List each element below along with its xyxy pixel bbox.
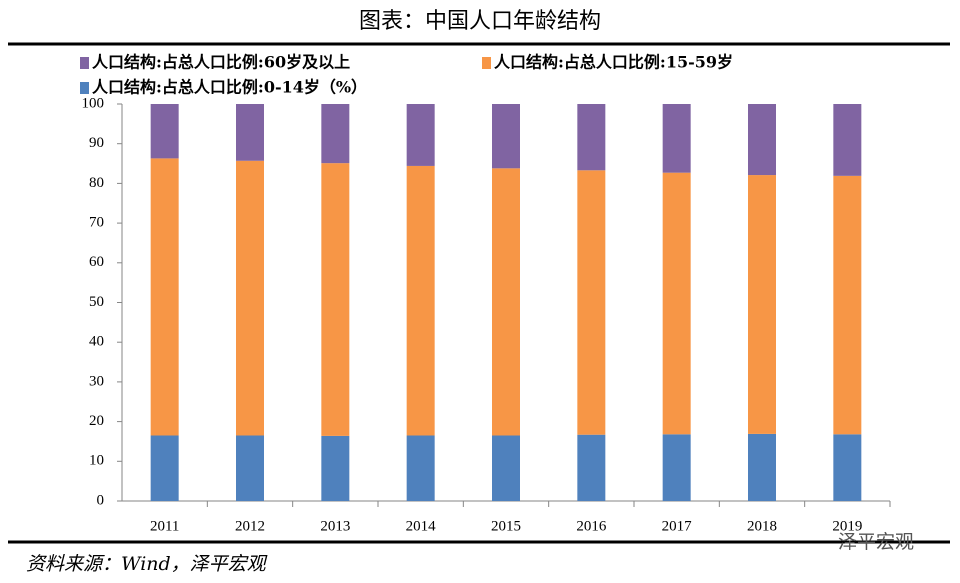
bar-segment — [662, 172, 691, 435]
bar-segment — [492, 168, 520, 436]
bar-segment — [662, 434, 691, 501]
bar-segment — [577, 170, 606, 435]
bar-segment — [748, 433, 776, 501]
bar-segment — [150, 435, 179, 501]
bar-segment — [748, 175, 776, 434]
y-tick-label: 40 — [89, 334, 104, 350]
y-tick-label: 0 — [97, 492, 105, 508]
bar-segment — [236, 435, 264, 501]
bar-segment — [662, 104, 691, 173]
x-tick-label: 2012 — [235, 518, 265, 534]
y-tick-label: 30 — [89, 373, 104, 389]
bar-segment — [748, 104, 776, 176]
y-tick-label: 50 — [89, 294, 104, 310]
y-tick-label: 60 — [89, 254, 104, 270]
y-tick-label: 70 — [89, 215, 104, 231]
legend-swatch — [80, 82, 89, 94]
bar-segment — [236, 104, 264, 161]
bar-segment — [406, 104, 435, 166]
bar-segment — [406, 435, 435, 501]
x-tick-label: 2017 — [662, 518, 693, 534]
bar-segment — [492, 435, 520, 501]
x-tick-label: 2011 — [150, 518, 179, 534]
bar-segment — [492, 104, 520, 169]
bar-segment — [833, 175, 862, 435]
y-tick-label: 90 — [89, 135, 104, 151]
legend-swatch — [80, 57, 89, 69]
bar-segment — [577, 104, 606, 171]
bar-segment — [321, 163, 350, 436]
watermark: 泽平宏观 — [838, 531, 914, 553]
x-tick-label: 2014 — [406, 518, 437, 534]
y-tick-label: 80 — [89, 175, 104, 191]
y-tick-label: 10 — [89, 453, 104, 469]
legend-label: 人口结构:占总人口比例:60岁及以上 — [92, 53, 350, 72]
x-tick-label: 2016 — [576, 518, 607, 534]
x-tick-label: 2015 — [491, 518, 521, 534]
bar-segment — [321, 104, 350, 164]
y-tick-label: 20 — [89, 413, 104, 429]
bar-segment — [406, 165, 435, 436]
bar-segment — [236, 160, 264, 436]
bar-segment — [833, 434, 862, 501]
legend-label: 人口结构:占总人口比例:15-59岁 — [494, 53, 733, 72]
bar-segment — [577, 434, 606, 501]
legend-label: 人口结构:占总人口比例:0-14岁（%） — [92, 78, 367, 97]
bar-segment — [321, 435, 350, 501]
bar-segment — [150, 104, 179, 159]
bar-segment — [833, 104, 862, 176]
legend-swatch — [482, 57, 491, 69]
x-tick-label: 2018 — [747, 518, 777, 534]
chart-title: 图表：中国人口年龄结构 — [359, 9, 601, 34]
x-tick-label: 2019 — [832, 518, 862, 534]
bar-segment — [150, 158, 179, 436]
x-tick-label: 2013 — [320, 518, 350, 534]
y-tick-label: 100 — [82, 95, 105, 111]
source: 资料来源：Wind，泽平宏观 — [26, 553, 268, 575]
